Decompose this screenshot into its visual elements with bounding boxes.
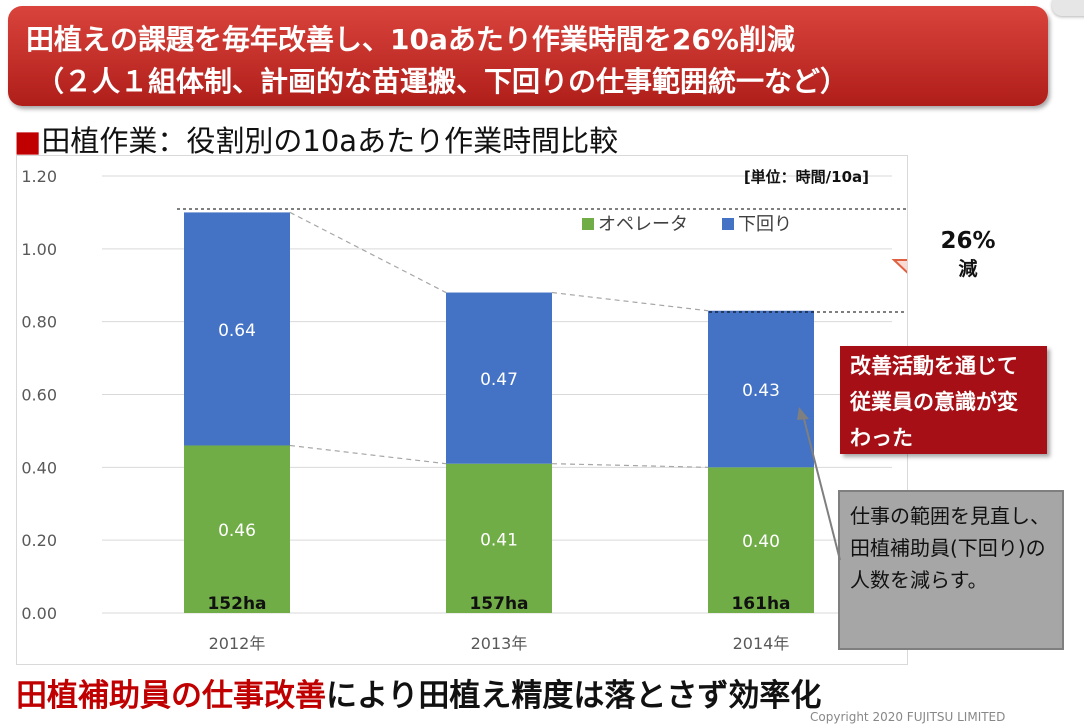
bar-segment [446, 463, 552, 613]
y-tick-label: 0.60 [21, 386, 57, 405]
corner-tab [1052, 0, 1084, 16]
bar-value-label: 0.41 [480, 530, 518, 550]
y-tick-label: 0.80 [21, 313, 57, 332]
bar-segment [184, 445, 290, 613]
section-title: 田植作業：役割別の10aあたり作業時間比較 [41, 124, 619, 158]
callout-awareness: 改善活動を通じて従業員の意識が変わった [840, 346, 1047, 454]
footer-rest: により田植え精度は落とさず効率化 [326, 678, 822, 714]
series-connector [289, 444, 447, 465]
bar-value-label: 0.46 [218, 521, 256, 541]
legend-swatch [582, 218, 594, 230]
y-tick-label: 0.00 [21, 604, 57, 623]
area-label: 152ha [207, 594, 266, 614]
header-title: 田植えの課題を毎年改善し、10aあたり作業時間を26%削減 [26, 23, 795, 56]
y-tick-label: 1.00 [21, 240, 57, 259]
callout-scope-review: 仕事の範囲を見直し、田植補助員(下回り)の人数を減らす。 [838, 490, 1064, 650]
x-tick-label: 2013年 [471, 634, 528, 653]
footer-highlight: 田植補助員の仕事改善 [16, 678, 326, 714]
reduction-word: 減 [958, 258, 978, 280]
x-tick-label: 2012年 [209, 634, 266, 653]
legend-swatch [722, 218, 734, 230]
header-banner: 田植えの課題を毎年改善し、10aあたり作業時間を26%削減 （２人１組体制、計画… [8, 6, 1048, 106]
unit-label: [単位：時間/10a] [744, 168, 869, 186]
x-tick-label: 2014年 [733, 634, 790, 653]
copyright: Copyright 2020 FUJITSU LIMITED [810, 710, 1006, 724]
reduction-label: 26% 減 [918, 224, 1018, 281]
down-arrow-icon [891, 259, 907, 274]
series-connector [551, 463, 709, 468]
area-label: 157ha [469, 594, 528, 614]
bar-value-label: 0.40 [742, 532, 780, 552]
chart-panel: 0.00 0.20 0.40 0.60 0.80 1.00 1.20 0.46 0.64 152… [16, 155, 908, 665]
bar-segment [708, 467, 814, 613]
bar-value-label: 0.43 [742, 381, 780, 401]
bar-segment [708, 310, 814, 468]
footer-text: 田植補助員の仕事改善により田植え精度は落とさず効率化 [16, 670, 821, 715]
reduction-percent: 26% [940, 228, 996, 254]
legend-label: オペレータ [598, 214, 688, 235]
stacked-bar-chart: 0.00 0.20 0.40 0.60 0.80 1.00 1.20 0.46 0.64 152… [21, 167, 907, 653]
square-bullet-icon: ■ [14, 124, 42, 158]
y-tick-label: 1.20 [21, 167, 57, 186]
bar-value-label: 0.47 [480, 370, 518, 390]
series-connector [551, 291, 709, 312]
bar-value-label: 0.64 [218, 321, 256, 341]
series-connector [289, 211, 447, 294]
area-label: 161ha [731, 594, 790, 614]
bar-segment [184, 212, 290, 446]
bar-segment [446, 292, 552, 464]
y-tick-label: 0.20 [21, 531, 57, 550]
legend-label: 下回り [738, 214, 792, 235]
y-tick-label: 0.40 [21, 458, 57, 477]
section-heading: ■田植作業：役割別の10aあたり作業時間比較 [14, 118, 618, 160]
header-subtitle: （２人１組体制、計画的な苗運搬、下回りの仕事範囲統一など） [36, 65, 849, 98]
